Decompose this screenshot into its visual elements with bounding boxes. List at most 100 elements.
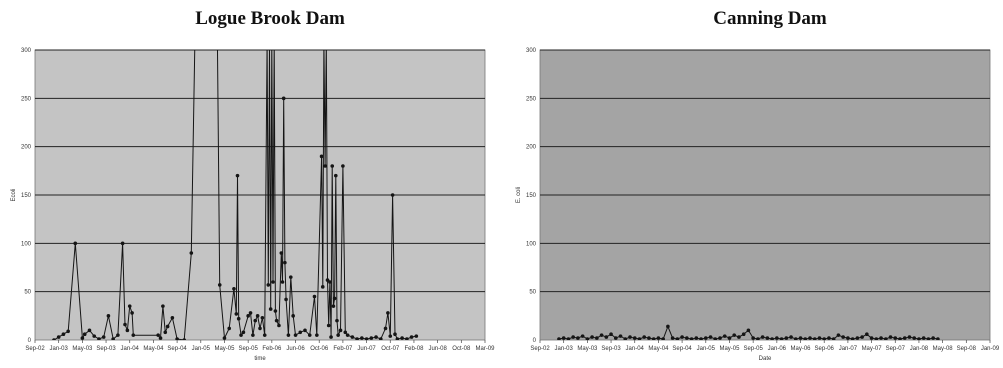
data-point bbox=[222, 336, 227, 340]
data-point bbox=[262, 333, 267, 337]
data-point bbox=[271, 280, 275, 284]
data-point bbox=[656, 336, 661, 340]
data-point bbox=[817, 336, 822, 340]
data-point bbox=[409, 335, 414, 339]
data-point bbox=[329, 335, 333, 339]
data-point bbox=[120, 241, 125, 246]
data-point bbox=[841, 335, 845, 339]
data-point bbox=[699, 337, 703, 340]
data-point bbox=[325, 39, 329, 43]
data-point bbox=[360, 336, 364, 340]
data-point bbox=[158, 336, 163, 340]
data-point bbox=[307, 333, 312, 337]
data-point bbox=[253, 318, 258, 323]
data-point bbox=[288, 275, 293, 279]
data-point bbox=[827, 336, 831, 340]
data-point bbox=[369, 336, 374, 340]
data-point bbox=[268, 307, 273, 311]
data-point bbox=[125, 328, 130, 333]
data-point bbox=[156, 333, 160, 337]
data-point bbox=[869, 336, 874, 340]
data-point bbox=[613, 336, 618, 340]
data-point bbox=[756, 337, 760, 340]
data-point bbox=[323, 164, 327, 168]
data-point bbox=[97, 337, 101, 340]
data-point bbox=[898, 337, 902, 340]
data-point bbox=[888, 335, 893, 339]
data-point bbox=[694, 336, 699, 340]
x-tick-label: Sep-07 bbox=[886, 346, 906, 352]
data-point bbox=[718, 336, 722, 340]
data-point bbox=[319, 154, 324, 159]
data-point bbox=[234, 312, 239, 316]
data-point bbox=[131, 333, 136, 337]
y-tick-label: 200 bbox=[526, 145, 537, 151]
x-tick-label: Jan-08 bbox=[910, 346, 929, 352]
data-point bbox=[390, 193, 395, 197]
data-point bbox=[286, 333, 291, 337]
data-point bbox=[727, 336, 732, 340]
data-point bbox=[775, 336, 779, 340]
data-point bbox=[248, 311, 253, 315]
data-point bbox=[239, 333, 243, 337]
x-tick-label: Jan-06 bbox=[768, 346, 787, 352]
data-point bbox=[931, 336, 935, 340]
data-point bbox=[917, 337, 921, 340]
data-point bbox=[338, 328, 343, 333]
y-tick-label: 50 bbox=[529, 290, 536, 296]
data-point bbox=[268, 39, 272, 43]
x-tick-label: Jun-06 bbox=[286, 346, 305, 352]
x-tick-label: Oct-08 bbox=[452, 346, 471, 352]
data-point bbox=[836, 333, 841, 337]
data-point bbox=[628, 335, 632, 339]
data-point bbox=[258, 326, 262, 331]
data-point bbox=[784, 336, 789, 340]
data-point bbox=[123, 322, 127, 327]
data-point bbox=[926, 337, 931, 340]
data-point bbox=[737, 335, 741, 339]
data-point bbox=[260, 315, 265, 320]
data-point bbox=[332, 296, 337, 301]
x-tick-label: Feb-06 bbox=[262, 346, 282, 352]
data-point bbox=[56, 335, 61, 339]
x-tick-label: Jan-03 bbox=[50, 346, 69, 352]
data-point bbox=[936, 337, 940, 340]
x-tick-label: Sep-04 bbox=[167, 346, 187, 352]
y-tick-label: 100 bbox=[21, 241, 32, 247]
x-tick-label: Sep-02 bbox=[530, 346, 550, 352]
data-point bbox=[395, 337, 400, 340]
x-tick-label: Sep-08 bbox=[957, 346, 977, 352]
data-point bbox=[266, 283, 271, 287]
data-point bbox=[604, 335, 609, 339]
data-point bbox=[236, 316, 241, 321]
data-point bbox=[642, 335, 647, 339]
data-point bbox=[80, 336, 85, 340]
data-point bbox=[378, 337, 383, 340]
y-tick-label: 0 bbox=[533, 338, 537, 344]
data-point bbox=[846, 336, 850, 340]
data-point bbox=[270, 39, 274, 43]
data-point bbox=[902, 336, 907, 340]
data-point bbox=[618, 334, 623, 338]
data-point bbox=[73, 241, 78, 246]
data-point bbox=[193, 39, 197, 43]
data-point bbox=[273, 309, 278, 313]
data-point bbox=[912, 336, 917, 340]
data-point bbox=[647, 336, 651, 340]
data-point bbox=[333, 173, 338, 178]
x-axis-label: Date bbox=[759, 356, 772, 362]
data-point bbox=[331, 304, 336, 308]
data-point bbox=[414, 334, 419, 338]
data-point bbox=[609, 332, 613, 337]
y-axis-label: Ecoli bbox=[11, 188, 17, 201]
data-point bbox=[227, 326, 232, 331]
data-point bbox=[789, 335, 793, 339]
data-point bbox=[386, 311, 390, 315]
series bbox=[557, 324, 940, 340]
data-point bbox=[921, 336, 926, 340]
data-point bbox=[364, 337, 369, 340]
x-tick-label: Jan-05 bbox=[192, 346, 211, 352]
x-tick-label: Sep-02 bbox=[25, 346, 45, 352]
